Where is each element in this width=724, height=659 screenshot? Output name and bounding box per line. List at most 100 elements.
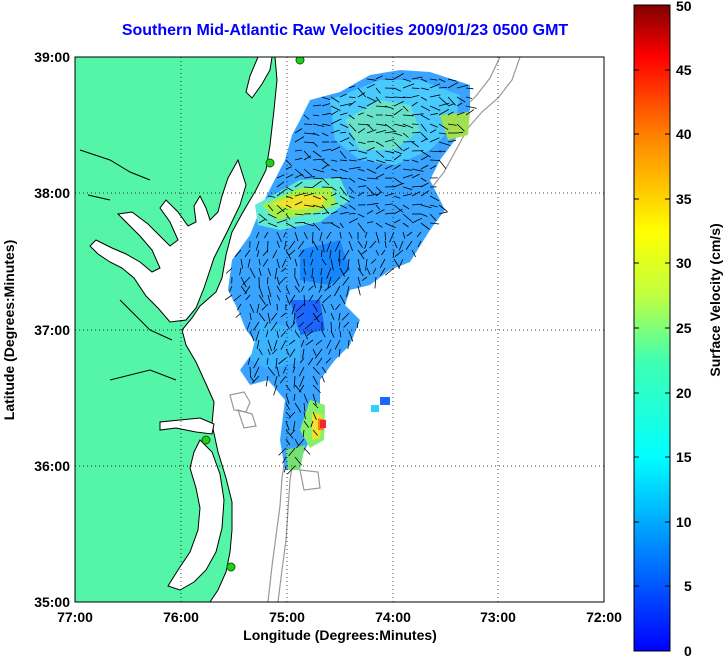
velocity-vector <box>330 312 335 320</box>
velocity-vector <box>330 303 335 310</box>
velocity-vector <box>267 195 276 198</box>
velocity-vector <box>420 164 429 170</box>
velocity-vector <box>293 357 296 369</box>
velocity-vector <box>392 249 395 258</box>
colorbar-tick-label: 15 <box>676 449 692 465</box>
colorbar: 50 45 40 35 30 25 20 15 10 5 0 Surface V… <box>633 0 723 659</box>
velocity-vector <box>420 96 428 101</box>
velocity-vector <box>339 93 347 98</box>
velocity-vector <box>341 312 350 321</box>
velocity-vector <box>281 267 287 273</box>
velocity-vector <box>348 231 353 239</box>
velocity-vector <box>366 78 377 81</box>
velocity-vector <box>258 213 268 222</box>
velocity-vector <box>321 132 329 137</box>
velocity-vector <box>303 447 311 455</box>
y-tick-label: 36:00 <box>34 458 70 474</box>
velocity-vector <box>315 294 323 304</box>
velocity-vector <box>447 103 454 107</box>
y-tick-label: 37:00 <box>34 322 70 338</box>
velocity-vector <box>267 213 277 219</box>
velocity-vector <box>276 285 282 293</box>
velocity-vector <box>320 267 323 276</box>
velocity-vector <box>402 204 410 210</box>
velocity-vector <box>321 375 325 383</box>
velocity-vector <box>296 438 305 449</box>
velocity-vector <box>296 312 305 319</box>
velocity-vector <box>303 330 309 340</box>
velocity-vector <box>342 267 350 276</box>
velocity-vector <box>293 312 296 325</box>
velocity-vector <box>253 366 260 378</box>
y-tick-label: 38:00 <box>34 185 70 201</box>
velocity-vector <box>312 123 325 127</box>
velocity-vector <box>357 276 361 286</box>
velocity-vector <box>393 182 405 188</box>
velocity-vector <box>294 157 303 161</box>
velocity-vector <box>330 176 342 179</box>
site-markers <box>201 57 305 572</box>
velocity-vector <box>339 222 344 229</box>
velocity-vector <box>294 168 305 178</box>
velocity-vector <box>411 141 420 148</box>
velocity-vectors <box>224 73 477 475</box>
colorbar-tick-label: 30 <box>676 255 692 271</box>
velocity-vector <box>366 177 379 180</box>
velocity-vector <box>393 123 406 128</box>
velocity-vector <box>308 285 314 291</box>
velocity-vector <box>285 321 290 330</box>
velocity-vector <box>393 101 404 107</box>
velocity-vector <box>330 210 338 215</box>
velocity-vector <box>321 177 330 186</box>
velocity-vector <box>393 132 403 136</box>
velocity-vector <box>384 138 395 143</box>
velocity-vector <box>285 348 290 356</box>
velocity-vector <box>249 366 252 377</box>
velocity-vector <box>294 258 298 267</box>
velocity-vector <box>348 85 356 89</box>
velocity-vector <box>402 168 413 171</box>
delaware-bay <box>245 57 273 99</box>
velocity-vector <box>321 366 327 374</box>
velocity-vector <box>384 222 396 229</box>
velocity-vector <box>276 258 280 269</box>
velocity-vector <box>312 180 322 188</box>
velocity-vector <box>339 150 347 159</box>
velocity-vector <box>225 267 233 274</box>
plot-area <box>75 57 604 602</box>
velocity-vector <box>338 249 341 262</box>
velocity-vector <box>402 105 409 112</box>
velocity-vector <box>375 105 388 108</box>
velocity-vector <box>429 129 437 134</box>
velocity-vector <box>328 348 332 355</box>
velocity-vector <box>239 267 242 276</box>
velocity-vector <box>280 330 287 338</box>
velocity-vector <box>247 258 251 268</box>
velocity-vector <box>258 294 266 305</box>
velocity-vector <box>366 221 374 224</box>
velocity-vector <box>312 312 320 323</box>
site-marker <box>295 57 305 65</box>
plot-frame <box>74 56 605 603</box>
velocity-vector <box>394 249 404 258</box>
velocity-vector <box>375 164 383 170</box>
velocity-vector <box>302 429 305 438</box>
velocity-vector <box>375 159 386 164</box>
velocity-vector <box>348 141 354 147</box>
velocity-vector <box>312 132 320 137</box>
velocity-vector <box>402 213 413 222</box>
velocity-vector <box>300 339 305 347</box>
velocity-vector <box>357 92 366 98</box>
velocity-vector <box>276 174 285 179</box>
velocity-vector <box>249 312 252 321</box>
velocity-vector <box>314 312 323 321</box>
velocity-vector <box>384 193 395 197</box>
colorbar-tick-label: 35 <box>676 191 692 207</box>
velocity-vector <box>447 140 457 143</box>
velocity-vector <box>229 285 233 293</box>
velocity-vector <box>300 285 305 292</box>
velocity-vector <box>310 420 314 428</box>
velocity-vector <box>276 240 280 248</box>
velocity-vector <box>299 375 305 388</box>
velocity-vector <box>267 339 273 352</box>
